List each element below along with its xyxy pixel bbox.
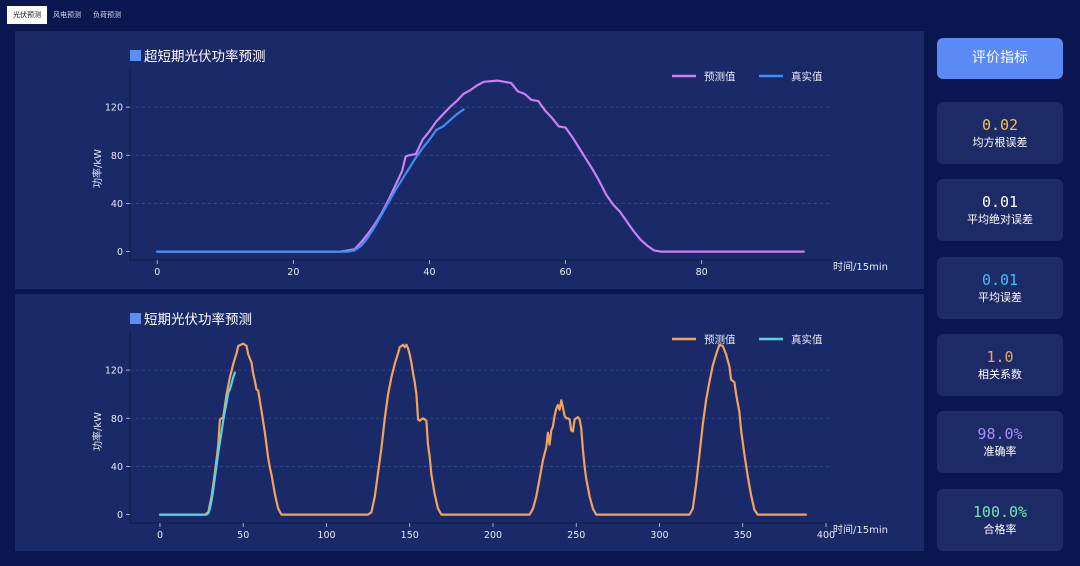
series-line-forecast [158,342,808,516]
x-tick-label: 400 [817,530,835,541]
metric-value: 1.0 [986,348,1014,366]
series-line-actual [156,108,465,253]
y-axis-label: 功率/kW [91,149,104,188]
metric-card-mae: 0.01 平均绝对误差 [937,179,1063,241]
y-tick-label: 120 [105,103,123,114]
chart-title-text: 超短期光伏功率预测 [144,49,266,65]
metric-label: 合格率 [983,523,1017,536]
x-tick-label: 300 [650,530,668,541]
tab-bar: 光伏预测 风电预测 负荷预测 [7,6,127,24]
legend-label: 预测值 [704,333,736,346]
metric-value: 0.01 [981,271,1019,289]
metric-value: 0.02 [981,116,1019,134]
x-tick-label: 100 [317,530,335,541]
title-marker-icon [130,49,141,61]
x-tick-label: 350 [734,530,752,541]
metric-card-pass-rate: 100.0% 合格率 [937,489,1063,551]
x-axis-label: 时间/15min [833,523,888,536]
y-tick-label: 0 [117,247,123,258]
x-tick-label: 60 [560,267,572,278]
short-term-chart: 0 40 80 120 0 50 100 150 200 250 300 350 400时间/15min… [91,332,888,541]
y-tick-label: 80 [111,414,123,425]
x-tick-label: 250 [567,530,585,541]
tab-load-forecast[interactable]: 负荷预测 [93,11,121,19]
y-tick-label: 40 [111,199,123,210]
x-tick-label: 0 [154,267,160,278]
y-tick-label: 40 [111,462,123,473]
metric-value: 100.0% [972,503,1028,521]
ultra-short-term-chart-panel: 0 40 80 120 0 20 40 60 80 时间/15min 功率/kW 预测值 真实值 超短期… [15,31,924,289]
chart-title: 超短期光伏功率预测 [130,45,266,65]
x-tick-label: 80 [696,267,708,278]
metric-card-rmse: 0.02 均方根误差 [937,102,1063,164]
metric-label: 平均误差 [978,291,1022,304]
chart-title: 短期光伏功率预测 [130,308,252,328]
metric-card-mean-error: 0.01 平均误差 [937,257,1063,319]
metric-card-accuracy: 98.0% 准确率 [937,411,1063,473]
metric-value: 98.0% [977,425,1023,443]
metric-label: 相关系数 [978,368,1022,381]
metric-label: 平均绝对误差 [967,213,1033,226]
y-axis-label: 功率/kW [91,412,104,451]
tab-wind-forecast[interactable]: 风电预测 [53,11,81,19]
x-tick-label: 150 [401,530,419,541]
metric-card-correlation: 1.0 相关系数 [937,334,1063,396]
legend-label: 预测值 [704,70,736,83]
title-marker-icon [130,312,141,324]
x-axis-label: 时间/15min [833,260,888,273]
ultra-short-term-chart: 0 40 80 120 0 20 40 60 80 时间/15min 功率/kW 预测值 真实值 [91,69,888,278]
y-tick-label: 120 [105,366,123,377]
x-tick-label: 0 [157,530,163,541]
series-line-forecast [156,79,805,253]
legend-label: 真实值 [791,333,823,346]
metric-value: 0.01 [981,193,1019,211]
chart-title-text: 短期光伏功率预测 [144,312,252,328]
metric-label: 均方根误差 [972,136,1028,149]
short-term-chart-panel: 0 40 80 120 0 50 100 150 200 250 300 350 400 时间/15min… [15,294,924,551]
x-tick-label: 20 [287,267,299,278]
metric-label: 准确率 [983,445,1017,458]
x-tick-label: 40 [423,267,435,278]
x-tick-label: 200 [484,530,502,541]
legend-label: 真实值 [791,70,823,83]
x-tick-label: 50 [237,530,249,541]
y-tick-label: 0 [117,510,123,521]
series-line-actual [158,371,236,516]
y-tick-label: 80 [111,151,123,162]
evaluation-metrics-button[interactable]: 评价指标 [937,38,1063,79]
tab-pv-forecast[interactable]: 光伏预测 [7,6,47,24]
